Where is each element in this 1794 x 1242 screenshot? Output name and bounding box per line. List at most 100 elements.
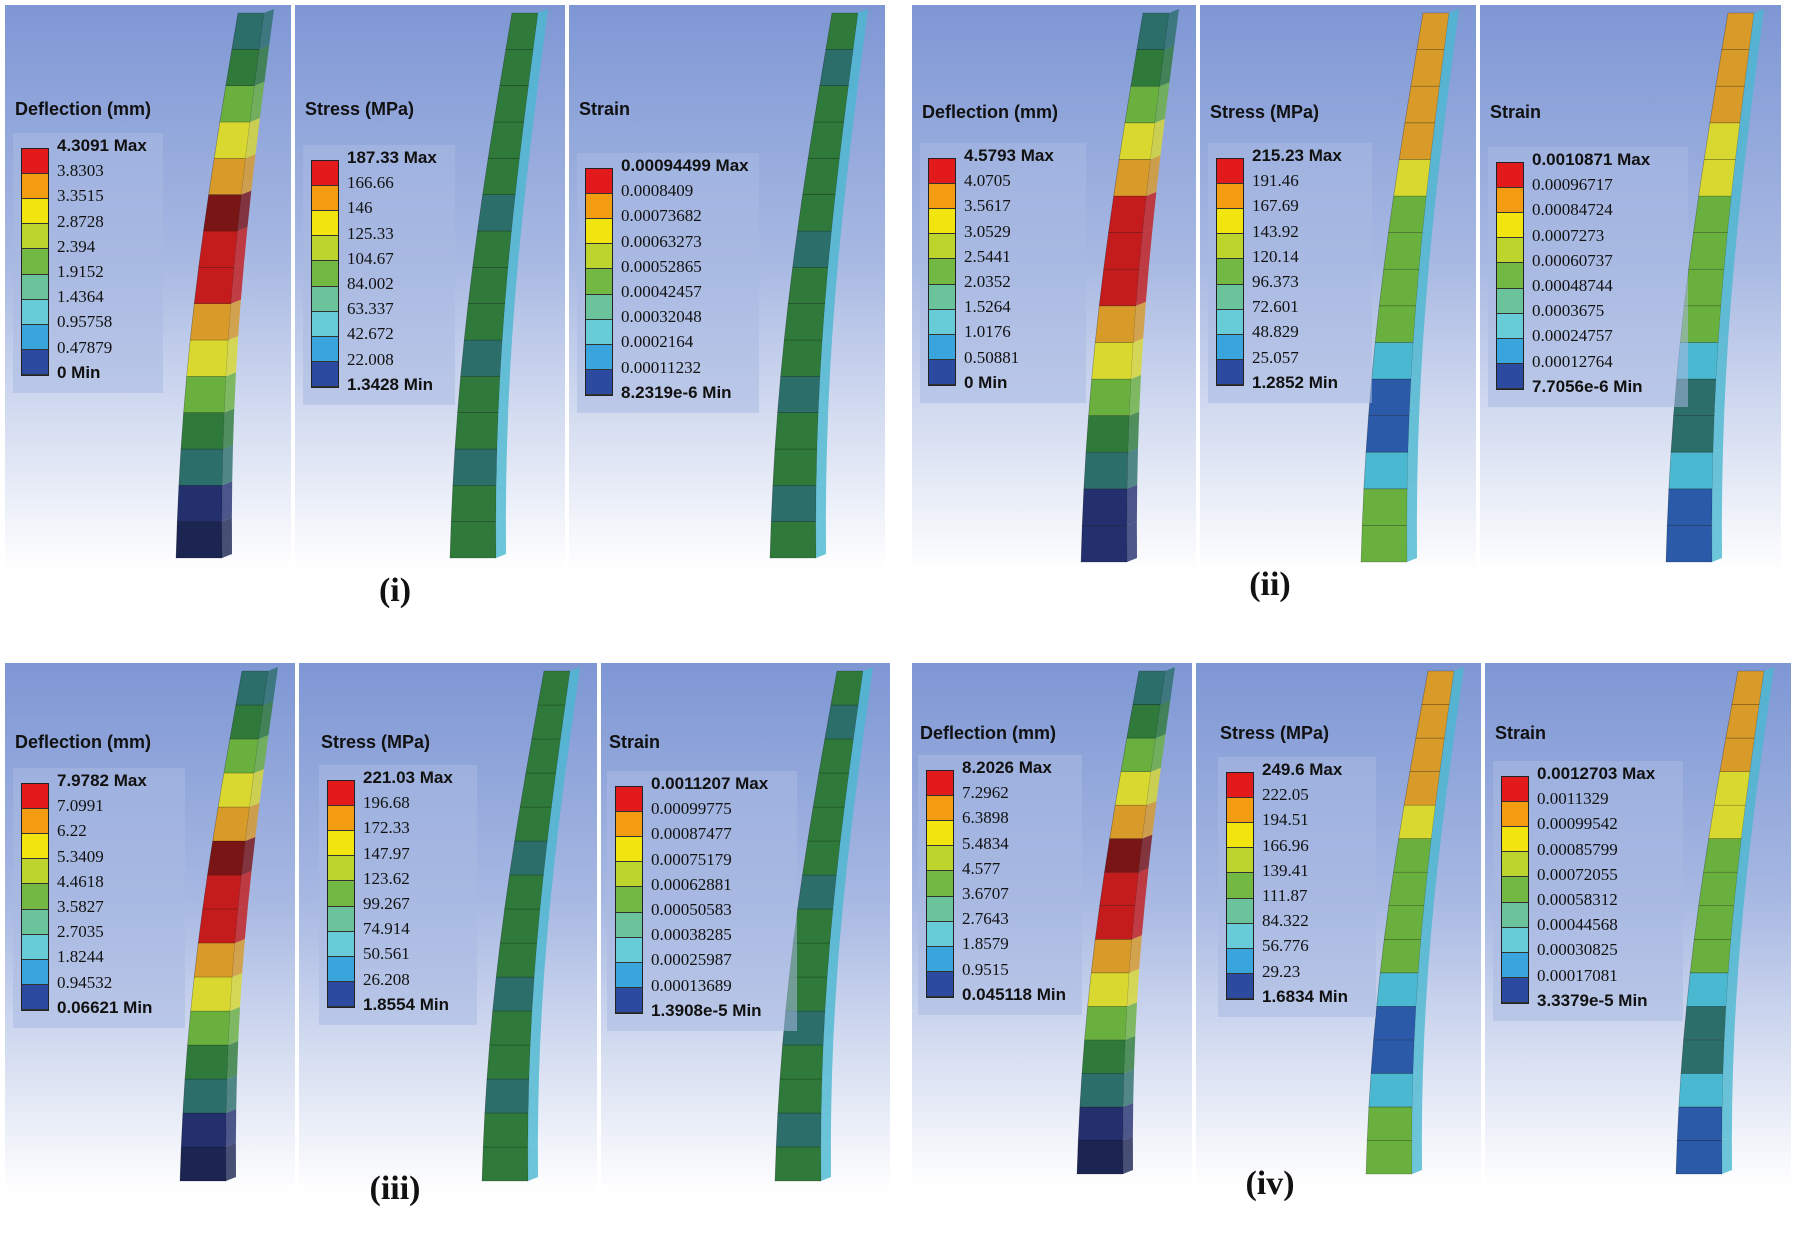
beam-flange <box>249 81 265 122</box>
legend-value: 0.00025987 <box>651 950 732 970</box>
legend-color-swatch <box>312 236 338 262</box>
legend-color-swatch <box>586 244 612 270</box>
beam-flange <box>1435 767 1450 806</box>
legend-color-swatch <box>328 830 354 857</box>
stress-panel: Stress (MPa) 215.23 Max 191.46 167.69 143.92… <box>1200 5 1476 574</box>
beam-flange <box>1150 118 1165 160</box>
legend-color-swatch <box>22 859 48 885</box>
beam-flange <box>1407 411 1420 453</box>
beam-band <box>482 1112 529 1148</box>
beam-band <box>1719 737 1755 772</box>
beam-band <box>1108 195 1147 233</box>
beam-flange <box>226 336 239 377</box>
legend-value: 3.0529 <box>964 221 1011 241</box>
legend-max-value: 7.9782 Max <box>57 771 147 790</box>
panel-title: Strain <box>1490 102 1542 122</box>
beam-band <box>514 806 552 842</box>
legend-value: 0.00060737 <box>1532 250 1613 270</box>
beam-flange <box>523 81 539 122</box>
beam-flange <box>815 481 827 522</box>
beam-band <box>802 840 841 876</box>
case-label: (ii) <box>1249 566 1291 603</box>
beam-band <box>1368 378 1412 416</box>
beam-flange <box>832 871 847 909</box>
color-legend: 4.5793 Max 4.0705 3.5617 3.0529 2.5441 2.0352… <box>920 143 1086 403</box>
legend-min-value: 8.2319e-6 Min <box>621 382 732 402</box>
legend-color-swatch <box>1217 309 1243 335</box>
beam-flange <box>1159 45 1175 87</box>
legend-max-value: 187.33 Max <box>347 148 437 167</box>
legend-color-swatch <box>1502 826 1528 853</box>
beam-band <box>1363 451 1409 490</box>
beam-flange <box>843 81 859 122</box>
beam-flange <box>1406 521 1417 562</box>
defl-beam-contour <box>1080 9 1179 563</box>
beam-flange <box>228 1007 240 1045</box>
legend-max-value: 0.0010871 Max <box>1532 150 1651 169</box>
legend-color-bar <box>928 157 956 387</box>
beam-flange <box>1422 192 1437 233</box>
beam-band <box>1083 451 1129 490</box>
beam-band <box>1113 159 1151 197</box>
legend-value: 6.22 <box>57 821 87 841</box>
beam-flange <box>1426 155 1441 196</box>
beam-band <box>235 670 269 706</box>
beam-flange <box>1418 935 1431 973</box>
beam-band <box>1366 1106 1413 1141</box>
beam-flange <box>539 871 554 909</box>
beam-band <box>193 942 236 978</box>
beam-band <box>772 448 818 486</box>
legend-color-swatch <box>1217 284 1243 310</box>
beam-band <box>202 874 242 910</box>
beam-flange <box>827 227 842 268</box>
legend-min-value: 7.7056e-6 Min <box>1532 376 1643 396</box>
beam-flange <box>530 1007 542 1045</box>
beam-flange <box>511 190 526 231</box>
legend-value: 63.337 <box>347 299 394 319</box>
beam-band <box>203 194 242 232</box>
legend-color-swatch <box>22 224 48 250</box>
strain-beam-contour <box>1675 667 1774 1175</box>
legend-color-swatch <box>616 811 642 837</box>
beam-flange <box>1164 9 1179 50</box>
case-label: (i) <box>378 572 412 609</box>
beam-band <box>1361 488 1408 526</box>
panel-title: Deflection (mm) <box>15 732 152 752</box>
legend-color-swatch <box>1227 873 1253 899</box>
legend-value: 0.0011329 <box>1537 789 1609 809</box>
legend-color-swatch <box>312 210 338 237</box>
beam-band <box>1693 905 1735 940</box>
beam-band <box>1703 122 1741 160</box>
beam-band <box>1393 838 1432 873</box>
legend-value: 99.267 <box>363 894 410 913</box>
beam-flange <box>825 973 838 1011</box>
legend-value: 120.14 <box>1252 246 1299 266</box>
legend-value: 196.68 <box>363 793 410 813</box>
beam-flange <box>1439 45 1455 87</box>
stress-beam-contour <box>481 667 580 1182</box>
beam-band <box>1388 871 1428 907</box>
legend-color-swatch <box>1502 776 1528 802</box>
beam-flange <box>228 299 241 340</box>
beam-flange <box>839 118 854 159</box>
legend-color-swatch <box>929 183 955 209</box>
strain-panel: Strain 0.0012703 Max 0.0011329 0.00099542 0.… <box>1485 663 1791 1186</box>
beam-flange <box>1444 700 1460 739</box>
beam-flange <box>533 9 548 50</box>
legend-color-swatch <box>1217 334 1243 361</box>
color-legend: 8.2026 Max 7.2962 6.3898 5.4834 4.577 3.6707 2… <box>918 755 1082 1015</box>
color-legend: 0.00094499 Max 0.0008409 0.00073682 0.00063… <box>577 153 759 413</box>
legend-color-swatch <box>586 168 612 194</box>
beam-flange <box>1754 700 1770 739</box>
beam-flange <box>1430 118 1445 160</box>
beam-flange <box>1711 484 1723 526</box>
strain-beam-contour <box>769 9 868 559</box>
beam-flange <box>815 517 826 558</box>
beam-band <box>1365 1140 1413 1175</box>
beam-flange <box>822 299 835 340</box>
beam-band <box>180 412 225 450</box>
beam-flange <box>241 154 256 195</box>
beam-band <box>779 1044 824 1080</box>
beam-flange <box>1154 82 1170 123</box>
legend-color-swatch <box>1502 927 1528 953</box>
